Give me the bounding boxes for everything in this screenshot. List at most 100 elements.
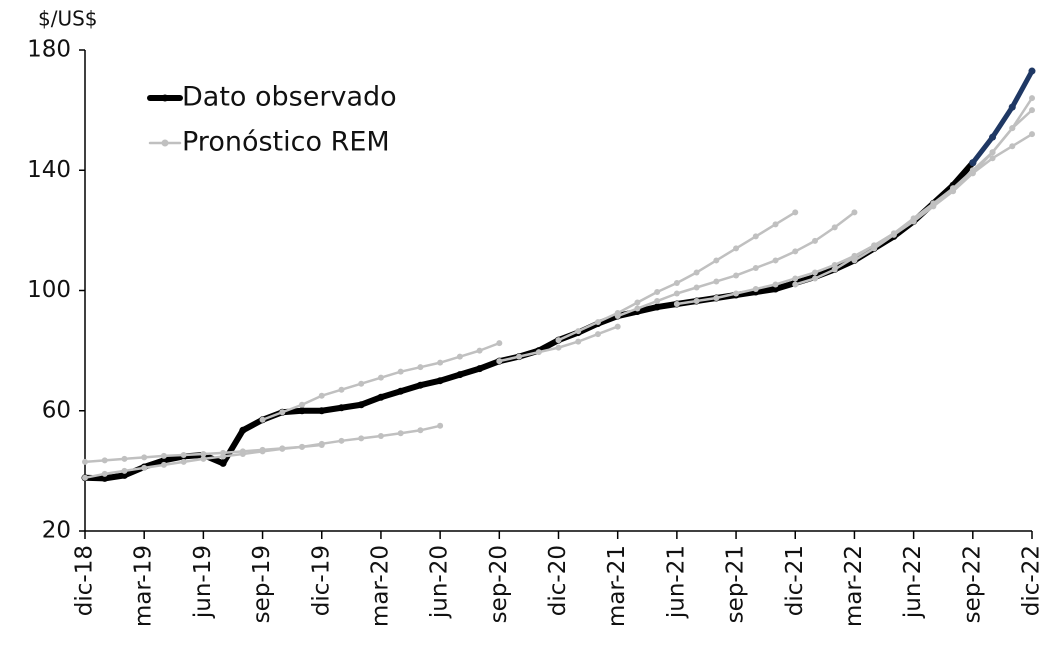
series-point (772, 281, 779, 288)
series-point (200, 451, 207, 458)
series-point (653, 303, 661, 311)
series-point (594, 319, 601, 326)
x-tick-label: dic-22 (1019, 545, 1045, 616)
series-line (794, 132, 1034, 286)
series-point (555, 344, 562, 351)
series-line (557, 211, 797, 342)
series-point (811, 269, 818, 276)
series-point (733, 290, 740, 297)
series-point (673, 279, 680, 286)
series-point (377, 393, 385, 401)
series-point (259, 448, 266, 455)
x-tick-label: jun-21 (663, 545, 689, 619)
series-point (792, 248, 799, 255)
y-axis-unit: $/US$ (38, 7, 98, 31)
series-point (930, 201, 937, 208)
x-tick-label: jun-22 (900, 545, 926, 619)
series-point (654, 298, 661, 305)
series-point (437, 422, 444, 429)
series-point (318, 392, 325, 399)
series-point (417, 364, 424, 371)
series-point (220, 453, 227, 460)
series-point (989, 149, 996, 156)
series-point (1029, 95, 1035, 102)
series-point (575, 328, 582, 335)
series-point (575, 338, 582, 345)
series-line (82, 159, 976, 482)
series-point (772, 257, 779, 264)
y-tick-label: 140 (27, 157, 71, 183)
series-point (555, 337, 562, 344)
x-tick-label: sep-21 (723, 545, 749, 623)
series-line (970, 68, 1035, 166)
series-point (1029, 131, 1035, 138)
series-point (950, 185, 957, 192)
x-tick-label: jun-20 (427, 545, 453, 619)
series-point (476, 347, 483, 354)
series-point (160, 456, 168, 464)
legend-swatch-point (161, 139, 169, 147)
series-point (298, 407, 306, 415)
series-point (141, 454, 148, 461)
series-point (397, 368, 404, 375)
series-point (141, 464, 148, 471)
series-point (121, 467, 128, 474)
series-point (713, 257, 720, 264)
series-point (299, 401, 306, 408)
series-line (616, 211, 856, 318)
series-point (259, 416, 266, 423)
series-point (160, 452, 167, 459)
series-point (772, 285, 780, 293)
series-point (416, 381, 424, 389)
x-tick-label: sep-19 (249, 545, 275, 623)
series-point (456, 371, 464, 379)
series-point (101, 470, 108, 477)
series-point (358, 380, 365, 387)
x-tick-label: mar-20 (367, 545, 393, 627)
series-point (337, 404, 345, 412)
series-point (358, 435, 365, 442)
series-point (239, 451, 246, 458)
series-point (101, 474, 109, 482)
series-point (831, 261, 838, 268)
x-tick-label: dic-20 (545, 545, 571, 616)
series-point (180, 451, 187, 458)
series-point (82, 458, 88, 465)
x-tick-label: dic-19 (308, 545, 334, 616)
series-point (279, 409, 286, 416)
series-point (397, 387, 405, 395)
series-point (831, 266, 838, 273)
series-point (239, 426, 247, 434)
series-point (634, 299, 641, 306)
series-point (318, 440, 325, 447)
series-point (713, 278, 720, 285)
y-tick-label: 100 (27, 277, 71, 303)
series-point (733, 272, 740, 279)
series-point (1009, 143, 1016, 150)
series-point (82, 474, 88, 481)
series-point (792, 209, 799, 216)
x-tick-label: sep-20 (486, 545, 512, 623)
series-point (1028, 67, 1036, 75)
series-point (101, 457, 108, 464)
series-point (989, 133, 997, 141)
series-point (890, 231, 897, 238)
series-point (792, 275, 799, 282)
series-point (121, 455, 128, 462)
series-point (693, 298, 700, 305)
series-point (713, 295, 720, 302)
y-tick-label: 60 (42, 397, 71, 423)
series-point (397, 430, 404, 437)
series-point (693, 284, 700, 291)
series-point (594, 331, 601, 338)
series-point (831, 224, 838, 231)
x-tick-label: sep-22 (959, 545, 985, 623)
series-point (338, 437, 345, 444)
series-point (357, 401, 365, 409)
series-point (476, 365, 484, 373)
y-tick-label: 20 (42, 518, 71, 544)
legend-swatch-point (161, 94, 169, 102)
series-point (772, 221, 779, 228)
series-point (989, 155, 996, 162)
